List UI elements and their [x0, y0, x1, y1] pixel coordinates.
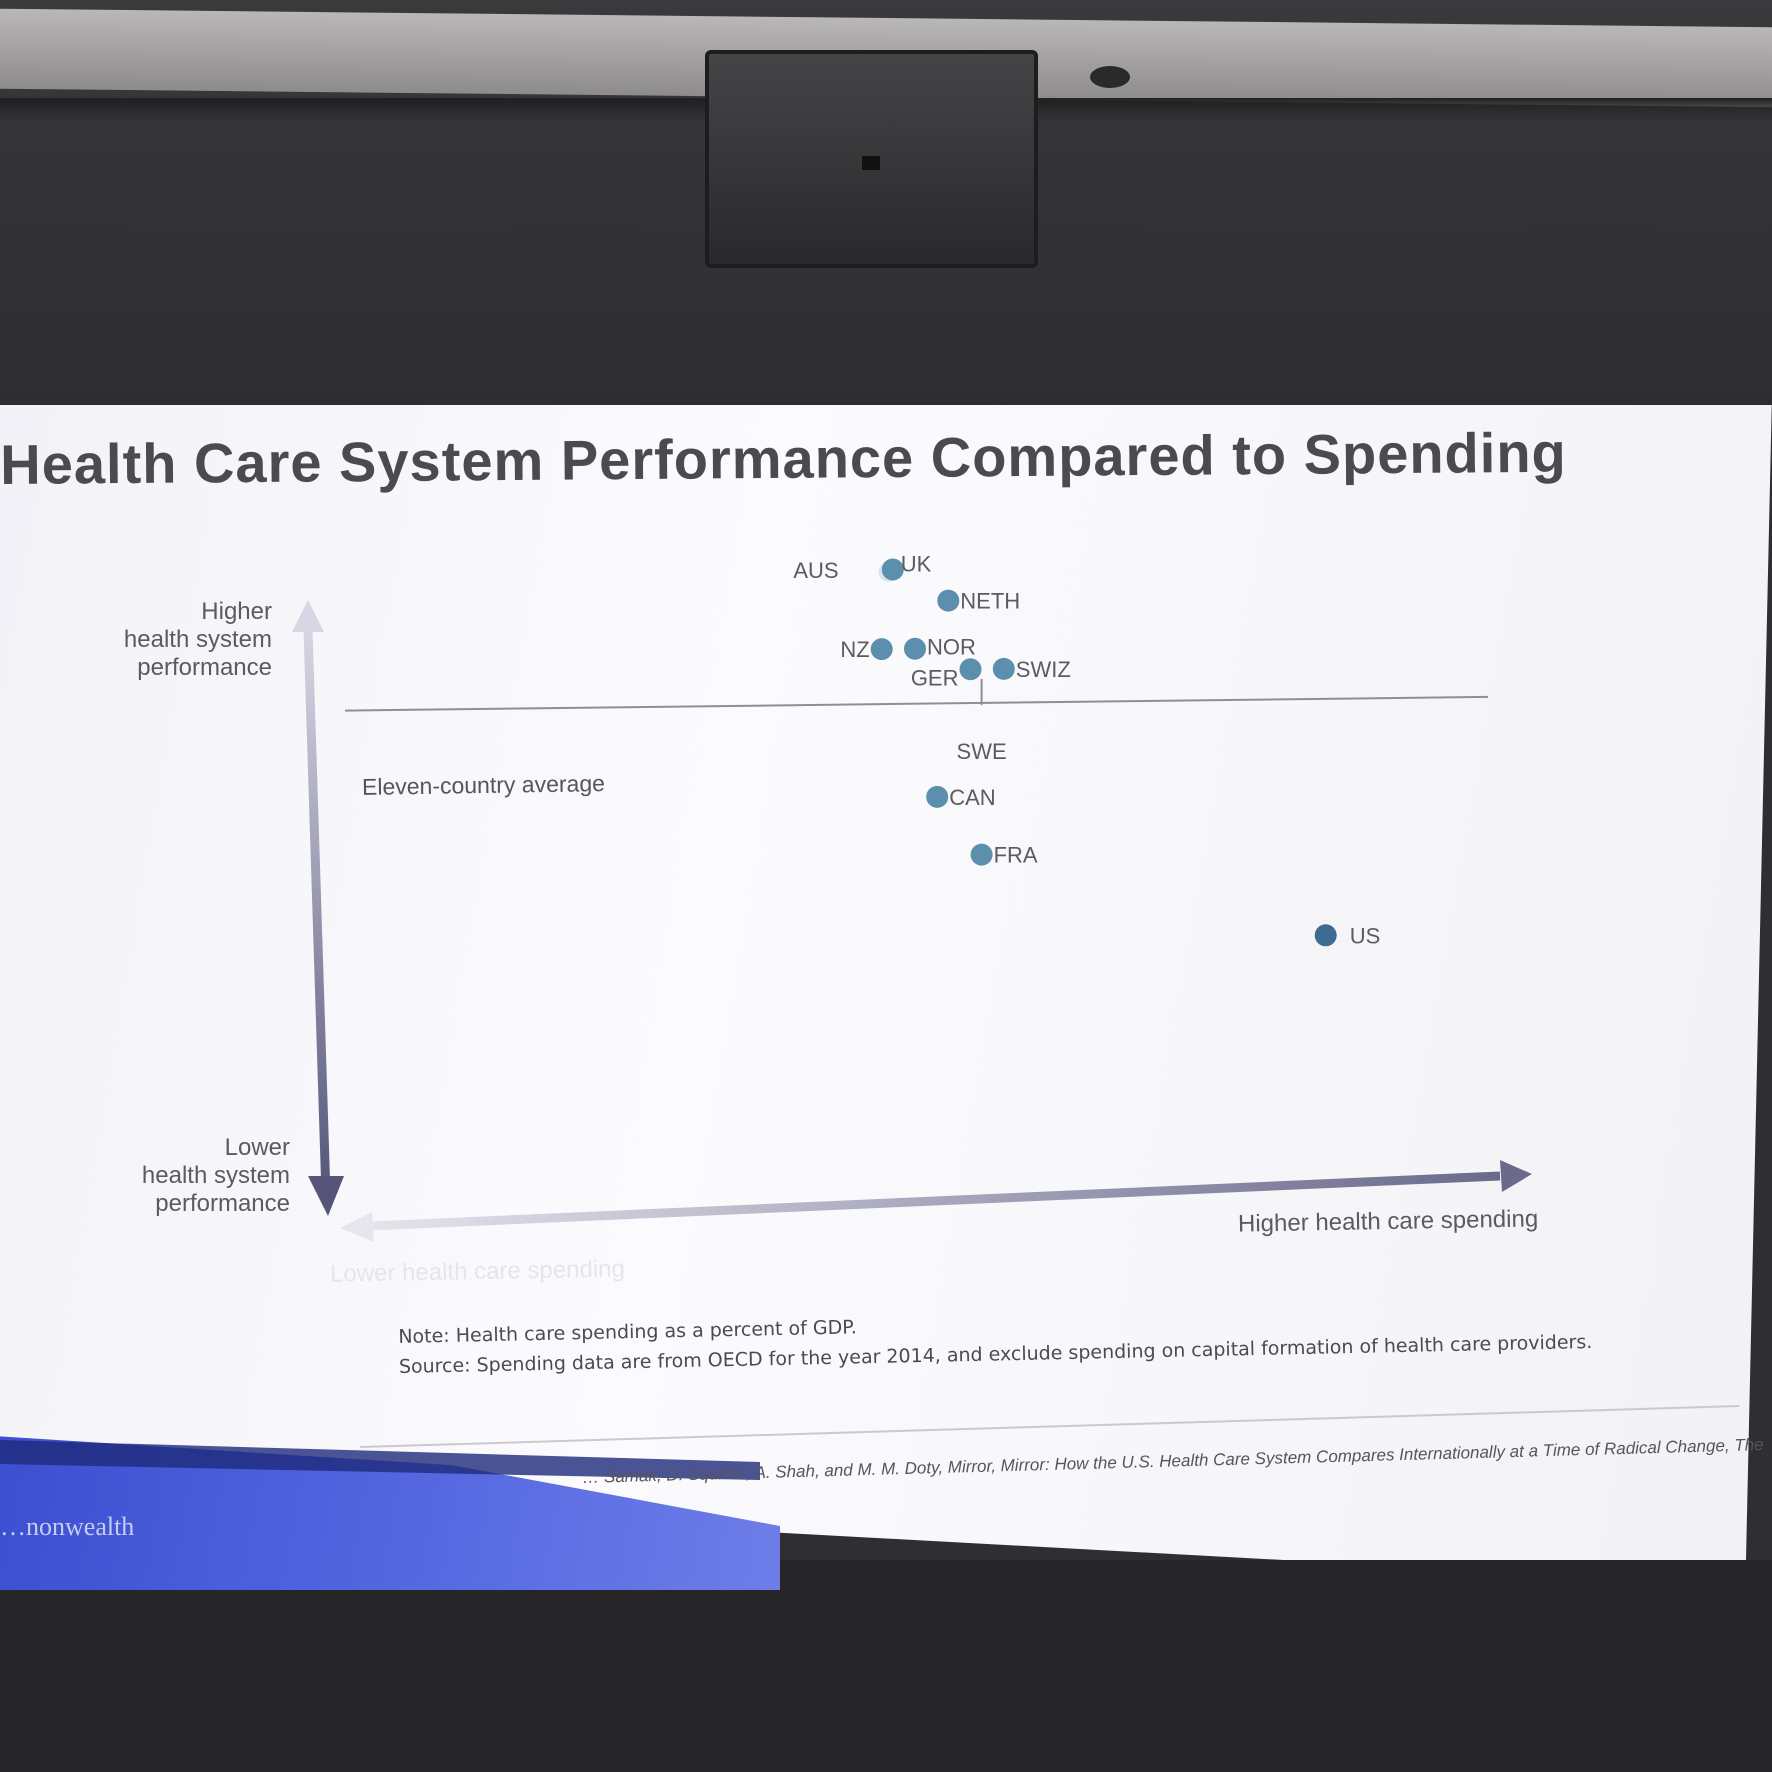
point-nz — [870, 638, 893, 661]
y-axis-arrow-up — [292, 600, 324, 632]
point-neth — [937, 589, 960, 612]
data-points: AUS UK NETH NZ NOR GER SWIZ SWE CAN FRA US — [793, 552, 1380, 949]
chart-axes — [292, 600, 1532, 1242]
y-axis-arrow-down — [308, 1176, 344, 1216]
point-label-uk: UK — [901, 552, 932, 577]
point-ger — [959, 658, 982, 681]
mount-bolt — [1090, 66, 1130, 88]
point-label-swiz: SWIZ — [1016, 657, 1071, 682]
point-us — [1314, 924, 1337, 947]
point-label-us: US — [1350, 923, 1381, 948]
point-label-fra: FRA — [994, 843, 1038, 868]
projector-lens — [862, 156, 880, 170]
point-label-nor: NOR — [927, 635, 976, 660]
y-axis-label-high: Higher health system performance — [123, 598, 272, 681]
average-line — [344, 695, 1489, 712]
projected-slide — [0, 405, 1772, 1585]
banner-logo: …nonwealth — [0, 1512, 135, 1541]
projector — [705, 50, 1038, 268]
x-axis-line — [369, 1171, 1501, 1231]
room-floor — [0, 1560, 1772, 1772]
point-swiz — [992, 657, 1015, 680]
point-uk — [881, 558, 904, 581]
x-axis-arrow-right — [1500, 1160, 1532, 1192]
point-label-neth: NETH — [960, 589, 1020, 614]
point-label-ger: GER — [911, 665, 959, 690]
y-axis-line — [303, 629, 331, 1196]
point-label-can: CAN — [949, 785, 995, 810]
y-axis-label-low: Lower health system performance — [141, 1134, 290, 1217]
point-label-aus: AUS — [793, 558, 838, 583]
x-axis-arrow-left — [340, 1212, 374, 1242]
point-label-nz: NZ — [840, 637, 869, 662]
point-fra — [970, 843, 993, 866]
point-nor — [904, 637, 926, 660]
point-can — [926, 785, 949, 808]
point-label-swe: SWE — [957, 739, 1007, 764]
